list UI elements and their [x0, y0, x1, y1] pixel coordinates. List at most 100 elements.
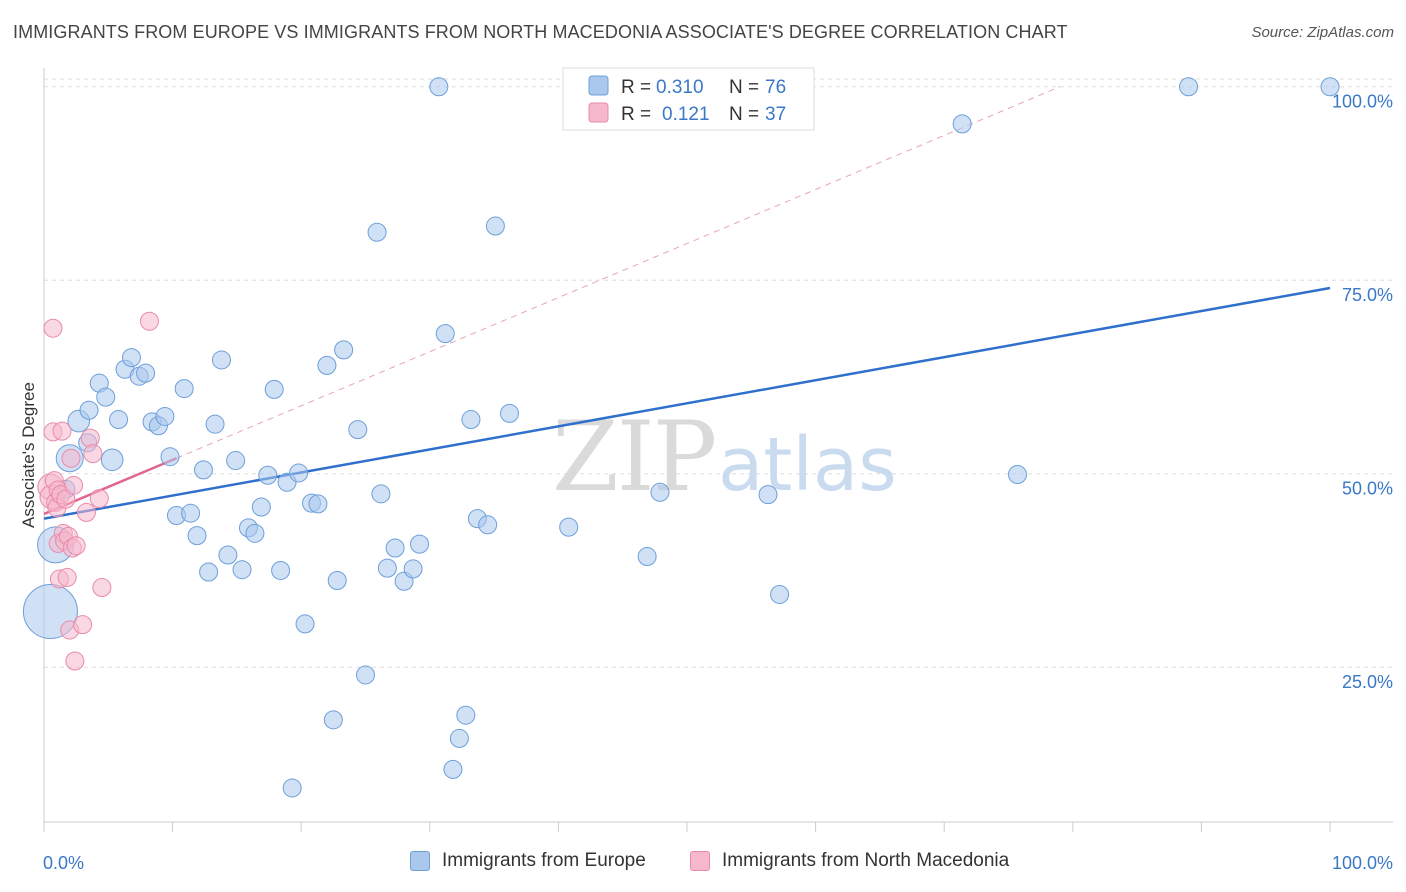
point-macedonia	[64, 475, 84, 495]
legend-n-label: N =	[729, 77, 759, 98]
point-europe	[121, 348, 141, 368]
legend-box: R = 0.310 N = 76 R = 0.121 N = 37	[562, 67, 815, 131]
point-europe	[79, 400, 99, 420]
legend-item-europe: Immigrants from Europe	[410, 850, 646, 872]
point-europe	[1320, 77, 1340, 97]
point-europe	[193, 460, 213, 480]
point-europe	[251, 497, 271, 517]
y-axis-label: Associate's Degree	[19, 382, 38, 528]
point-europe	[500, 403, 520, 423]
point-europe	[205, 414, 225, 434]
point-europe	[410, 534, 430, 554]
point-europe	[308, 494, 328, 514]
point-macedonia	[52, 421, 72, 441]
point-macedonia	[73, 615, 93, 635]
point-europe	[218, 545, 238, 565]
point-europe	[356, 665, 375, 685]
point-europe	[461, 410, 481, 430]
legend-r-value: 0.310	[656, 77, 704, 98]
points-europe	[22, 77, 1340, 798]
point-europe	[282, 778, 302, 798]
y-tick-labels: 25.0% 50.0% 75.0% 100.0%	[1332, 92, 1393, 692]
point-europe	[334, 340, 354, 360]
point-europe	[155, 406, 175, 426]
point-europe	[232, 560, 252, 580]
point-europe	[435, 324, 455, 344]
point-macedonia	[80, 428, 100, 448]
point-europe	[443, 759, 463, 779]
legend-n-value: 37	[765, 104, 786, 125]
point-europe	[1179, 77, 1199, 97]
point-europe	[323, 710, 343, 730]
point-europe	[289, 463, 309, 483]
point-europe	[952, 114, 972, 134]
point-europe	[174, 379, 194, 399]
point-europe	[264, 379, 284, 399]
point-europe	[100, 448, 124, 472]
x-tick-label-min: 0.0%	[43, 853, 84, 873]
legend-swatch-macedonia	[690, 851, 710, 871]
trend-line-europe	[43, 286, 1331, 520]
point-macedonia	[92, 577, 112, 597]
point-europe	[187, 526, 207, 546]
point-macedonia	[83, 444, 103, 464]
trend-line-macedonia-extension	[176, 86, 1061, 459]
watermark: ZIP atlas	[552, 401, 897, 513]
point-europe	[271, 560, 291, 580]
source-label: Source: ZipAtlas.com	[1251, 24, 1394, 41]
point-europe	[758, 485, 778, 505]
y-tick-label: 25.0%	[1342, 672, 1393, 692]
point-europe	[226, 451, 246, 471]
watermark-atlas: atlas	[718, 422, 897, 508]
gridlines	[44, 78, 1393, 668]
point-europe	[385, 538, 405, 558]
axes	[43, 68, 1393, 823]
point-europe	[371, 484, 391, 504]
point-europe	[181, 503, 201, 523]
point-macedonia	[65, 651, 85, 671]
point-europe	[637, 547, 657, 567]
point-europe	[449, 728, 469, 748]
y-tick-label: 100.0%	[1332, 92, 1393, 112]
point-europe	[199, 562, 219, 582]
point-macedonia	[61, 448, 81, 468]
point-europe	[96, 387, 116, 407]
point-europe	[109, 410, 129, 430]
point-europe	[485, 216, 505, 236]
legend-label-macedonia: Immigrants from North Macedonia	[722, 850, 1010, 871]
legend-r-value: 0.121	[662, 104, 710, 125]
legend-n-value: 76	[765, 77, 786, 98]
point-europe	[456, 705, 476, 725]
point-macedonia	[139, 311, 159, 331]
point-europe	[348, 420, 368, 440]
legend-swatch-macedonia	[588, 102, 609, 123]
legend-swatch-europe	[588, 75, 609, 96]
point-europe	[317, 355, 337, 375]
point-europe	[211, 350, 231, 370]
point-europe	[367, 222, 387, 242]
y-tick-label: 75.0%	[1342, 285, 1393, 305]
point-macedonia	[57, 567, 77, 587]
point-europe	[429, 77, 449, 97]
x-ticks	[43, 822, 1331, 832]
point-europe	[245, 523, 265, 543]
point-europe	[559, 517, 579, 537]
point-macedonia	[66, 536, 86, 556]
point-macedonia	[89, 488, 109, 508]
legend-n-label: N =	[729, 104, 759, 125]
y-tick-label: 50.0%	[1342, 479, 1393, 499]
point-europe	[136, 363, 156, 383]
point-europe	[403, 559, 423, 579]
point-europe	[160, 447, 180, 467]
point-europe	[295, 614, 315, 634]
point-europe	[327, 571, 347, 591]
bottom-legend: Immigrants from Europe Immigrants from N…	[0, 850, 1406, 880]
point-macedonia	[43, 318, 63, 338]
point-macedonia	[76, 502, 96, 522]
point-europe	[478, 515, 498, 535]
chart-title: IMMIGRANTS FROM EUROPE VS IMMIGRANTS FRO…	[13, 22, 1068, 42]
points-macedonia	[37, 311, 159, 671]
point-europe	[258, 465, 278, 485]
watermark-zip: ZIP	[552, 401, 715, 513]
